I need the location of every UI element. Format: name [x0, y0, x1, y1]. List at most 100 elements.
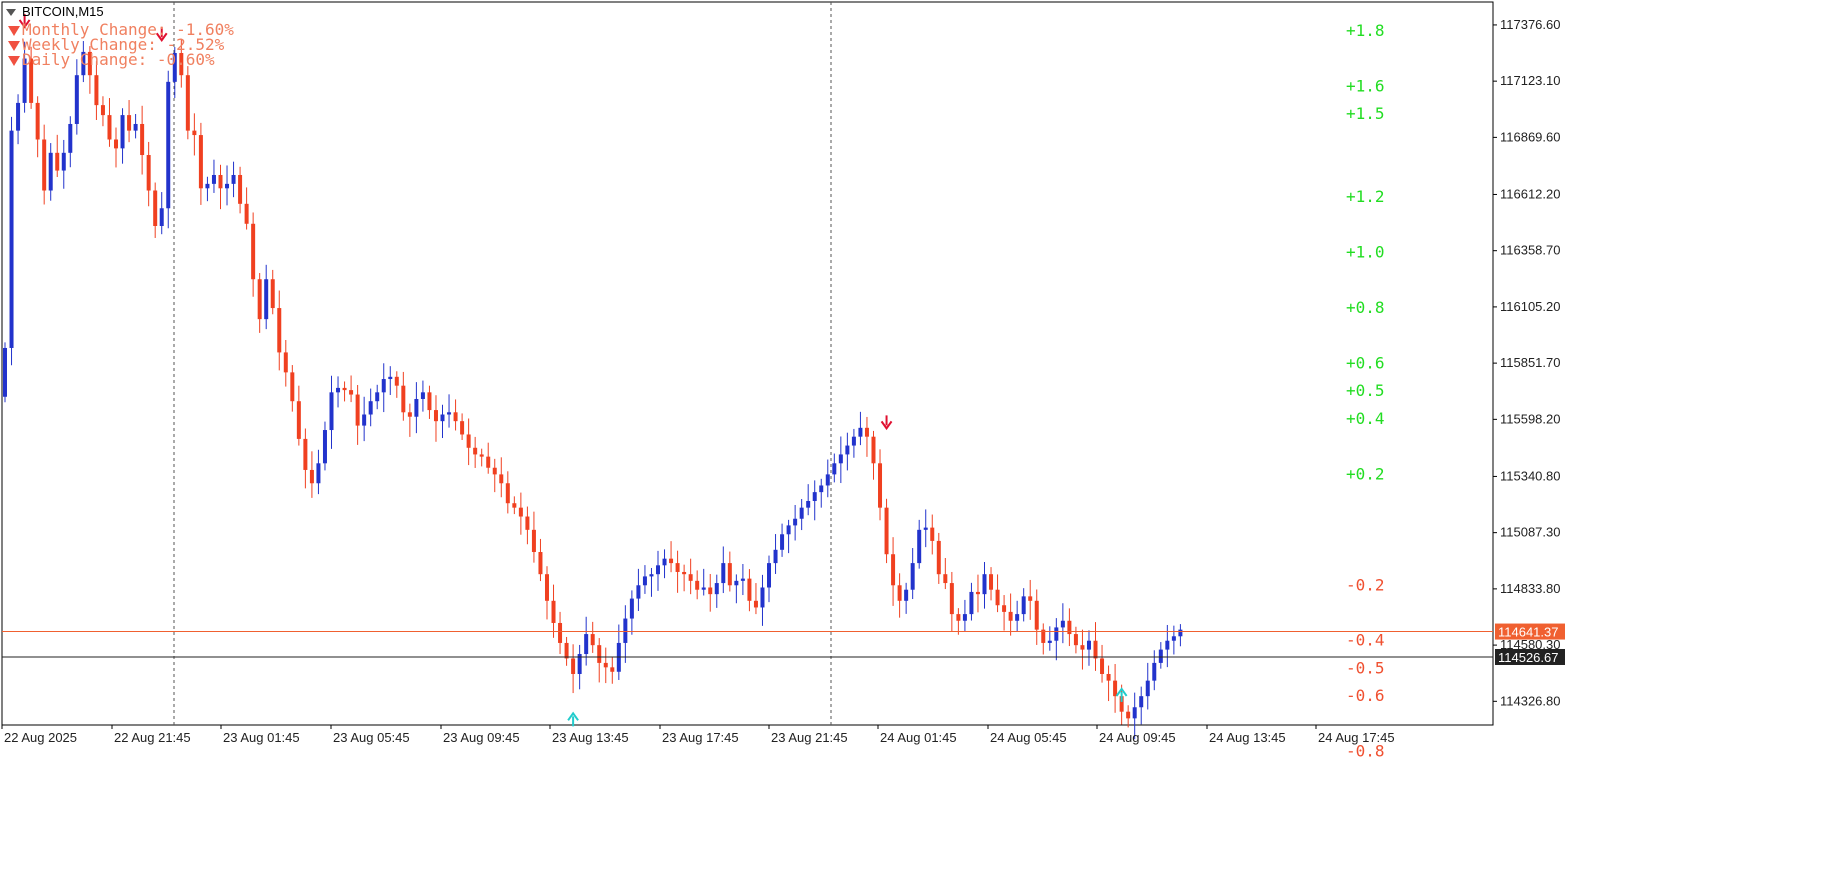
level-label: +1.2	[1346, 187, 1385, 206]
candle-body	[375, 392, 380, 402]
candle	[322, 421, 327, 471]
candle	[127, 100, 132, 143]
candle-body	[1093, 640, 1098, 659]
candle	[884, 498, 889, 564]
candle-body	[1171, 636, 1176, 641]
candle	[81, 41, 86, 83]
candle	[727, 551, 732, 592]
time-tick-label: 23 Aug 01:45	[223, 730, 300, 745]
candle	[975, 574, 980, 613]
candle-body	[708, 587, 713, 595]
candle-body	[656, 565, 660, 575]
symbol-header[interactable]: BITCOIN,M15	[6, 4, 104, 19]
candle-body	[1145, 680, 1150, 697]
collapse-triangle-icon[interactable]	[6, 9, 16, 17]
candle	[949, 571, 954, 632]
candle	[1008, 593, 1013, 636]
candle-body	[923, 527, 928, 530]
candle	[871, 430, 876, 480]
candle	[55, 134, 60, 177]
level-labels: +2.0 +1.8 +1.6 +1.5 +1.2 +1.0 +0.8 +0.6 +0.5 +0.4…	[1346, 0, 1385, 761]
candle	[675, 550, 680, 593]
candle	[753, 583, 758, 615]
candle-body	[9, 130, 14, 348]
price-tick-label: 114833.80	[1500, 581, 1561, 596]
candle-body	[460, 421, 465, 435]
candle	[577, 644, 582, 690]
candle	[192, 113, 197, 156]
candle	[851, 428, 856, 458]
candle	[825, 459, 830, 498]
time-tick-label: 24 Aug 13:45	[1209, 730, 1286, 745]
candle-body	[1054, 627, 1059, 641]
level-label: -0.8	[1346, 742, 1385, 761]
candle-body	[767, 563, 772, 588]
time-tick-label: 24 Aug 05:45	[990, 730, 1067, 745]
buy-arrow-head	[567, 711, 579, 721]
price-axis[interactable]: 117376.60 117123.10 116869.60 116612.20 1163…	[1493, 17, 1565, 708]
candle-body	[238, 174, 243, 204]
candle-body	[930, 527, 935, 541]
candle-body	[453, 412, 458, 422]
candle	[492, 458, 497, 493]
candle	[394, 371, 399, 398]
candle	[858, 411, 863, 446]
candle	[701, 568, 706, 596]
candle-body	[975, 591, 980, 595]
candle-body	[94, 75, 99, 106]
candle	[1113, 664, 1118, 713]
price-tick-label: 117376.60	[1500, 17, 1561, 32]
candle-body	[381, 379, 386, 393]
time-tick-label: 24 Aug 17:45	[1318, 730, 1395, 745]
candle	[708, 573, 713, 612]
candle	[590, 621, 595, 653]
candle	[427, 385, 432, 419]
candle-body	[146, 155, 151, 191]
time-tick-label: 22 Aug 2025	[4, 730, 77, 745]
candle	[538, 538, 543, 582]
candle	[943, 558, 948, 590]
weekly-change-row: Weekly Change: -2.52%	[8, 37, 234, 53]
candle	[1034, 589, 1039, 645]
candle-body	[74, 75, 79, 124]
candle	[714, 574, 719, 608]
candle	[525, 506, 530, 545]
candle-body	[584, 634, 589, 655]
candle	[1139, 686, 1144, 725]
candle	[662, 549, 667, 579]
candle	[721, 546, 726, 594]
candle	[329, 375, 334, 449]
candle	[251, 212, 256, 297]
candle	[806, 484, 811, 516]
candle	[1119, 684, 1124, 725]
candle-body	[81, 51, 86, 76]
candle	[799, 499, 804, 531]
candle-body	[211, 174, 216, 184]
candle	[479, 448, 484, 467]
candle-body	[48, 152, 53, 191]
down-triangle-icon	[8, 25, 20, 36]
candle-body	[682, 571, 687, 575]
candle-body	[832, 463, 837, 475]
candle-body	[61, 152, 66, 171]
price-tick-label: 116105.20	[1500, 299, 1561, 314]
candle	[603, 647, 608, 684]
candle	[812, 480, 817, 521]
time-axis[interactable]: 22 Aug 2025 22 Aug 21:45 23 Aug 01:45 23 Au…	[1, 725, 1395, 745]
candle	[597, 638, 602, 683]
candle	[205, 176, 210, 202]
candle	[466, 418, 471, 466]
candle-body	[564, 642, 569, 659]
candle-body	[558, 622, 563, 643]
candle-body	[322, 430, 327, 464]
candle	[1002, 595, 1007, 631]
candle	[238, 166, 243, 214]
candle-body	[845, 445, 850, 455]
candle-body	[133, 123, 138, 131]
candle-body	[688, 574, 693, 581]
candle-body	[891, 554, 896, 586]
candle-body	[1152, 662, 1157, 681]
candle	[185, 66, 190, 140]
candle	[277, 290, 282, 371]
